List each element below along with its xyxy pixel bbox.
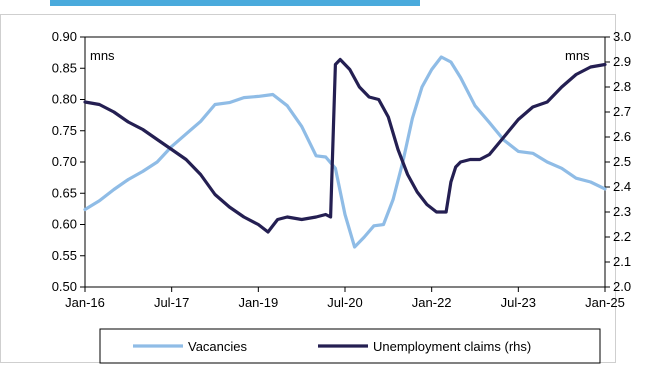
right-axis-unit-label: mns (565, 48, 590, 63)
left-tick-label: 0.80 (52, 92, 77, 107)
right-tick-label: 2.9 (613, 54, 631, 69)
right-tick-label: 2.7 (613, 104, 631, 119)
legend-label: Unemployment claims (rhs) (373, 339, 531, 354)
left-axis: 0.50 0.55 0.60 0.65 0.70 0.75 0.80 0.85 0.90 (52, 29, 85, 294)
right-tick-label: 2.6 (613, 129, 631, 144)
left-tick-label: 0.75 (52, 123, 77, 138)
x-axis: Jan-16 Jul-17 Jan-19 Jul-20 Jan-22 Jul-23 Jan-… (65, 287, 625, 310)
x-tick-label: Jul-23 (501, 295, 536, 310)
right-axis: 2.0 2.1 2.2 2.3 2.4 2.5 2.6 2.7 2.8 2.9 3.0 (605, 29, 631, 294)
left-tick-label: 0.70 (52, 154, 77, 169)
right-tick-label: 2.2 (613, 229, 631, 244)
right-tick-label: 3.0 (613, 29, 631, 44)
left-tick-label: 0.60 (52, 217, 77, 232)
left-tick-label: 0.65 (52, 185, 77, 200)
right-tick-label: 2.8 (613, 79, 631, 94)
legend-item-unemployment-claims: Unemployment claims (rhs) (318, 339, 531, 354)
series-line-vacancies (83, 55, 607, 249)
right-tick-label: 2.1 (613, 254, 631, 269)
x-tick-label: Jan-19 (238, 295, 278, 310)
right-tick-label: 2.3 (613, 204, 631, 219)
series-line-unemployment-claims (83, 57, 607, 234)
series-layer (83, 55, 607, 249)
legend-item-vacancies: Vacancies (133, 339, 248, 354)
plot-area-border (84, 36, 606, 288)
left-tick-label: 0.90 (52, 29, 77, 44)
legend: Vacancies Unemployment claims (rhs) (99, 328, 601, 364)
x-tick-label: Jan-16 (65, 295, 105, 310)
left-axis-unit-label: mns (90, 48, 115, 63)
x-tick-label: Jul-17 (154, 295, 189, 310)
right-tick-label: 2.4 (613, 179, 631, 194)
x-tick-label: Jul-20 (327, 295, 362, 310)
right-tick-label: 2.0 (613, 279, 631, 294)
x-tick-label: Jan-25 (585, 295, 625, 310)
left-tick-label: 0.50 (52, 279, 77, 294)
x-tick-label: Jan-22 (412, 295, 452, 310)
title-strip-accent (50, 0, 420, 6)
legend-label: Vacancies (188, 339, 248, 354)
left-tick-label: 0.55 (52, 248, 77, 263)
plot-frame (0, 14, 616, 363)
right-tick-label: 2.5 (613, 154, 631, 169)
left-tick-label: 0.85 (52, 60, 77, 75)
outer-frame (0, 14, 616, 363)
